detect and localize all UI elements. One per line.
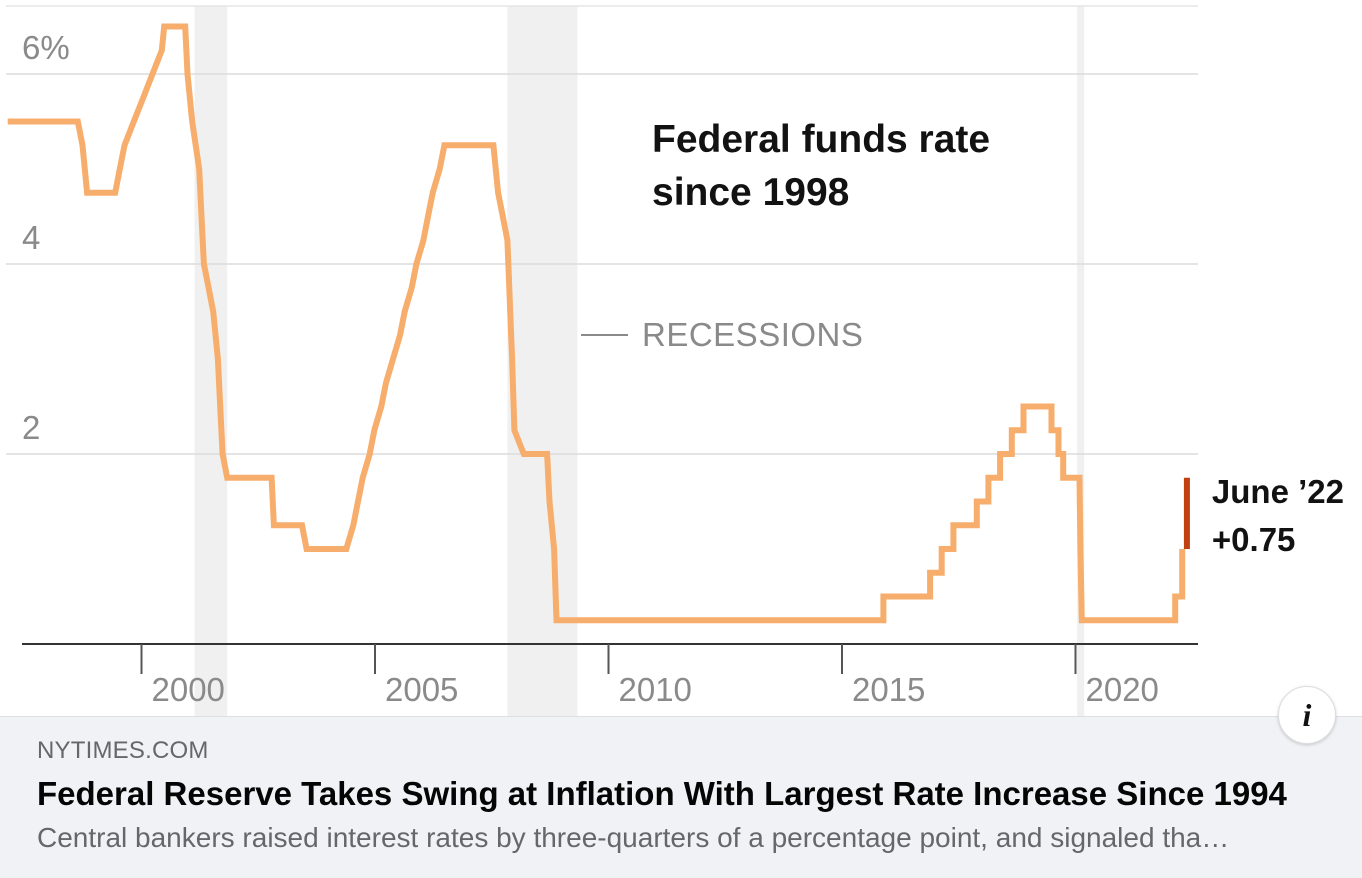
annotation-line-2: +0.75: [1212, 521, 1296, 558]
link-domain: NYTIMES.COM: [37, 737, 209, 764]
x-axis-ticks: 2000 2005 2010 2015 2020: [140, 644, 1159, 708]
annotation: June ’22 +0.75: [1183, 473, 1344, 558]
link-footer[interactable]: NYTIMES.COM Federal Reserve Takes Swing …: [0, 716, 1362, 878]
chart-title-line-1: Federal funds rate: [652, 118, 990, 161]
x-tick-label-2010: 2010: [619, 671, 692, 708]
x-tick-label-2015: 2015: [852, 671, 925, 708]
y-axis-ticks: 2 4 6%: [22, 29, 70, 446]
recession-bands: [194, 6, 1085, 716]
fed-funds-rate-chart: 2000 2005 2010 2015 2020 246% June ’22+0.75 …: [6, 5, 1344, 716]
y-tick-label-4: 4: [22, 219, 40, 256]
y-tick-label-6: 6%: [22, 29, 70, 66]
legend: RECESSIONS: [581, 316, 863, 353]
y-tick-label-2: 2: [22, 409, 40, 446]
chart-title-line-2: since 1998: [652, 171, 849, 214]
recession-band-2: [507, 6, 578, 716]
chart-image[interactable]: 2000 2005 2010 2015 2020 2 4 6% June ’22 +0.75 …: [0, 0, 1362, 744]
legend-label: RECESSIONS: [642, 316, 863, 353]
recession-band-1: [194, 6, 228, 716]
x-tick-label-2005: 2005: [385, 671, 458, 708]
series-layer: [7, 23, 1186, 624]
link-description: Central bankers raised interest rates by…: [37, 822, 1230, 853]
link-title[interactable]: Federal Reserve Takes Swing at Inflation…: [37, 775, 1287, 812]
info-button[interactable]: i: [1278, 686, 1336, 744]
info-icon: i: [1302, 697, 1312, 733]
annotation-line-1: June ’22: [1212, 473, 1344, 510]
series-line-1: [7, 23, 1186, 624]
x-tick-label-2020: 2020: [1086, 671, 1159, 708]
recession-band-3: [1077, 6, 1085, 716]
x-tick-label-2000: 2000: [152, 671, 225, 708]
